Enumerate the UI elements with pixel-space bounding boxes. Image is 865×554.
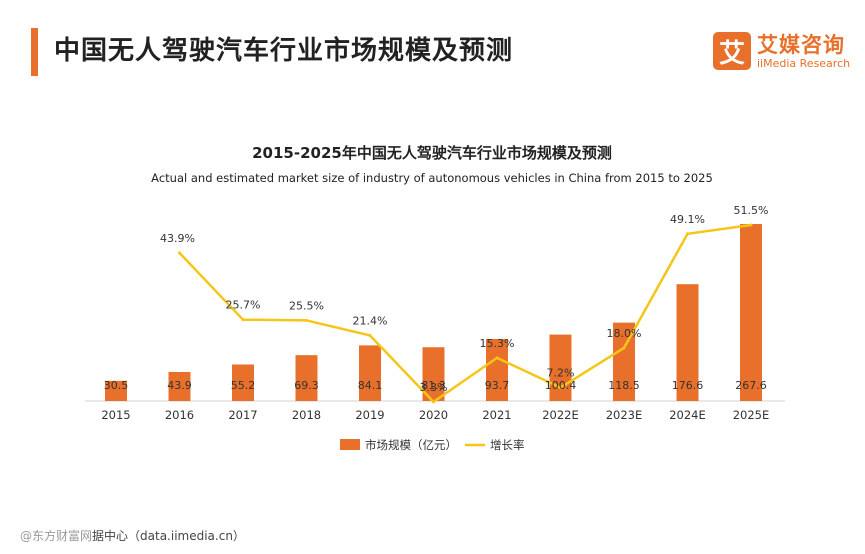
chart-legend: 市场规模（亿元） 增长率 [340, 438, 525, 452]
chart-subtitle: Actual and estimated market size of indu… [151, 171, 713, 185]
growth-point-2016 [178, 251, 181, 255]
bar-2024E [676, 284, 699, 401]
bar-2016 [168, 371, 191, 401]
x-tick-2024E: 2024E [669, 408, 706, 422]
page-title: 中国无人驾驶汽车行业市场规模及预测 [54, 36, 514, 66]
bar-value-2017: 55.2 [231, 379, 256, 392]
growth-label-2022E: 7.2% [547, 367, 575, 380]
bar-2017 [232, 364, 254, 401]
legend-line-label: 增长率 [490, 438, 525, 452]
growth-point-2021 [495, 356, 499, 360]
bar-value-2020: 81.3 [421, 379, 446, 392]
growth-point-2017 [241, 318, 245, 322]
footer-watermark: @东方财富网 [20, 529, 93, 543]
growth-label-2017: 25.7% [226, 299, 261, 312]
growth-label-2019: 21.4% [353, 314, 388, 327]
bar-value-2018: 69.3 [294, 379, 319, 392]
logo-mark: 艾 [713, 32, 751, 70]
bar-2015 [105, 380, 127, 401]
x-tick-2023E: 2023E [606, 408, 643, 422]
x-tick-2021: 2021 [482, 408, 511, 422]
growth-point-2020 [432, 400, 435, 404]
bar-value-2021: 93.7 [485, 379, 510, 392]
x-tick-2022E: 2022E [542, 408, 579, 422]
x-tick-2019: 2019 [355, 408, 384, 422]
growth-label-2020: 3.3% [420, 381, 448, 394]
growth-point-2025E [749, 223, 753, 227]
growth-label-2016: 43.9% [160, 232, 195, 245]
chart-title: 2015-2025年中国无人驾驶汽车行业市场规模及预测 [252, 144, 612, 162]
growth-label-2024E: 49.1% [670, 213, 705, 226]
bar-value-2019: 84.1 [358, 379, 383, 392]
growth-point-2018 [305, 318, 308, 322]
x-tick-2015: 2015 [101, 408, 130, 422]
title-accent-bar [31, 28, 38, 76]
bar-value-2022E: 100.4 [545, 379, 577, 392]
legend-bar-label: 市场规模（亿元） [365, 438, 457, 452]
legend-bar-swatch [340, 439, 360, 450]
bar-value-2016: 43.9 [167, 379, 192, 392]
bar-2019 [359, 345, 381, 401]
growth-label-2023E: 18.0% [607, 327, 642, 340]
footer-source: @东方财富网据中心（data.iimedia.cn） [20, 527, 245, 544]
x-tick-2017: 2017 [228, 408, 257, 422]
logo-cn-text: 艾媒咨询 [757, 32, 845, 57]
growth-point-2019 [368, 333, 372, 337]
bar-value-2015: 30.5 [104, 379, 129, 392]
bar-2021 [486, 339, 508, 401]
footer-source-text: 据中心（data.iimedia.cn） [92, 529, 245, 543]
growth-label-2018: 25.5% [289, 299, 324, 312]
x-tick-2018: 2018 [292, 408, 321, 422]
growth-label-2021: 15.3% [480, 337, 515, 350]
iimedia-logo: 艾 艾媒咨询 iiMedia Research [713, 32, 850, 70]
x-tick-2016: 2016 [165, 408, 194, 422]
growth-point-2024E [686, 232, 689, 236]
bar-2018 [295, 355, 318, 401]
logo-en-text: iiMedia Research [757, 56, 851, 70]
bar-2023E [613, 322, 635, 401]
growth-point-2022E [559, 386, 562, 390]
growth-rate-line [178, 223, 752, 404]
bar-value-2023E: 118.5 [608, 379, 640, 392]
bar-value-2024E: 176.6 [672, 379, 704, 392]
bar-2025E [740, 224, 762, 401]
bar-value-2025E: 267.6 [735, 379, 767, 392]
x-tick-2020: 2020 [419, 408, 448, 422]
x-tick-2025E: 2025E [733, 408, 770, 422]
growth-point-2023E [622, 346, 626, 350]
growth-label-2025E: 51.5% [734, 204, 769, 217]
bar-2020 [422, 347, 445, 401]
